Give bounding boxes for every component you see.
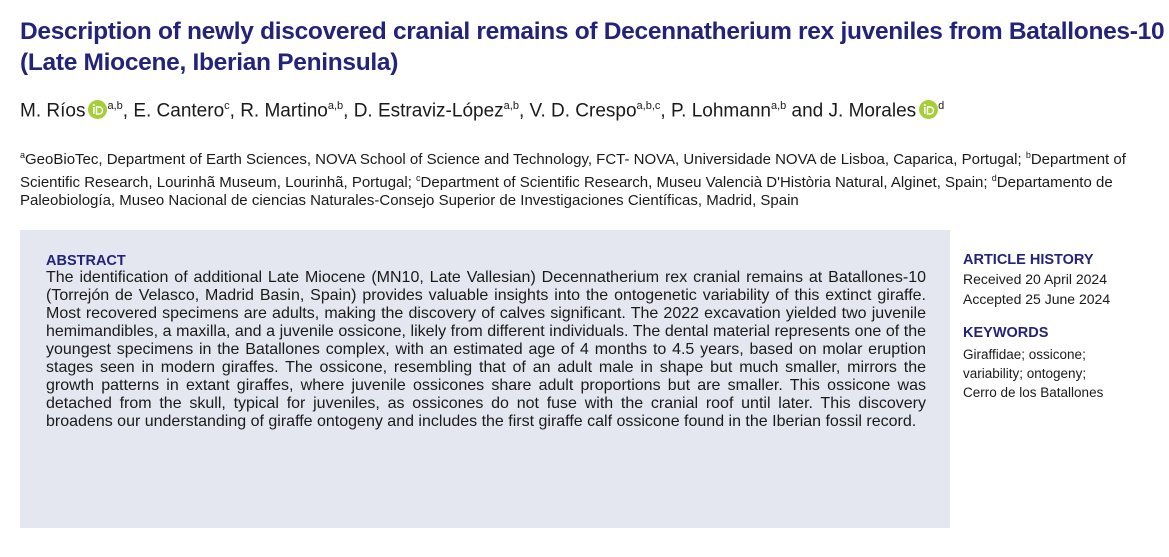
affil-text: Department of Scientific Research, Louri… [20, 151, 1126, 191]
abstract-text: The identification of additional Late Mi… [46, 269, 926, 430]
affil-letter: d [991, 173, 997, 183]
author-name: J. Morales [828, 100, 917, 122]
author-name: D. Estraviz-López [353, 100, 504, 122]
affiliations: aGeoBioTec, Department of Earth Sciences… [20, 146, 1160, 210]
keywords-heading: KEYWORDS [963, 325, 1049, 341]
author-sep: , [229, 100, 241, 122]
author-sep: , [122, 100, 134, 122]
author-list: M. Ríos a,b, E. Canteroc, R. Martinoa,b, … [20, 100, 944, 122]
author-name: P. Lohmann [670, 100, 771, 122]
affil-text: GeoBioTec, Department of Earth Sciences,… [25, 151, 1022, 168]
received: Received 20 April 2024 [963, 271, 1107, 287]
accepted: Accepted 25 June 2024 [963, 291, 1111, 307]
author-sep: , [518, 100, 530, 122]
affil-text: Department of Scientific Research, Museu… [420, 174, 988, 191]
author-affil: d [938, 100, 945, 112]
author-sep: , [660, 100, 671, 122]
history-heading: ARTICLE HISTORY [963, 252, 1094, 268]
author-affil: c [224, 100, 230, 112]
affil-letter: a [20, 150, 26, 160]
affil-letter: c [416, 173, 421, 183]
orcid-icon [88, 100, 108, 120]
abstract-box [20, 230, 950, 528]
author-name: R. Martino [240, 100, 328, 122]
affil-text: Departamento de Paleobiología, Museo Nac… [20, 174, 1113, 209]
author-affil: a,b,c [636, 100, 661, 112]
author-affil: a,b [327, 100, 344, 112]
keywords: Giraffidae; ossicone; variability; ontog… [963, 347, 1104, 400]
author-affil: a,b [503, 100, 519, 112]
author-name: M. Ríos [20, 100, 86, 122]
author-name: V. D. Crespo [529, 100, 637, 122]
author-name: E. Cantero [133, 100, 225, 122]
author-affil: a,b [107, 100, 123, 112]
abstract-heading: ABSTRACT [46, 253, 126, 269]
affil-letter: b [1025, 150, 1031, 160]
author-sep: , [343, 100, 354, 122]
title: Description of newly discovered cranial … [20, 18, 1165, 76]
author-affil: a,b [770, 100, 787, 112]
author-sep: and [786, 100, 829, 122]
orcid-icon [919, 100, 939, 120]
